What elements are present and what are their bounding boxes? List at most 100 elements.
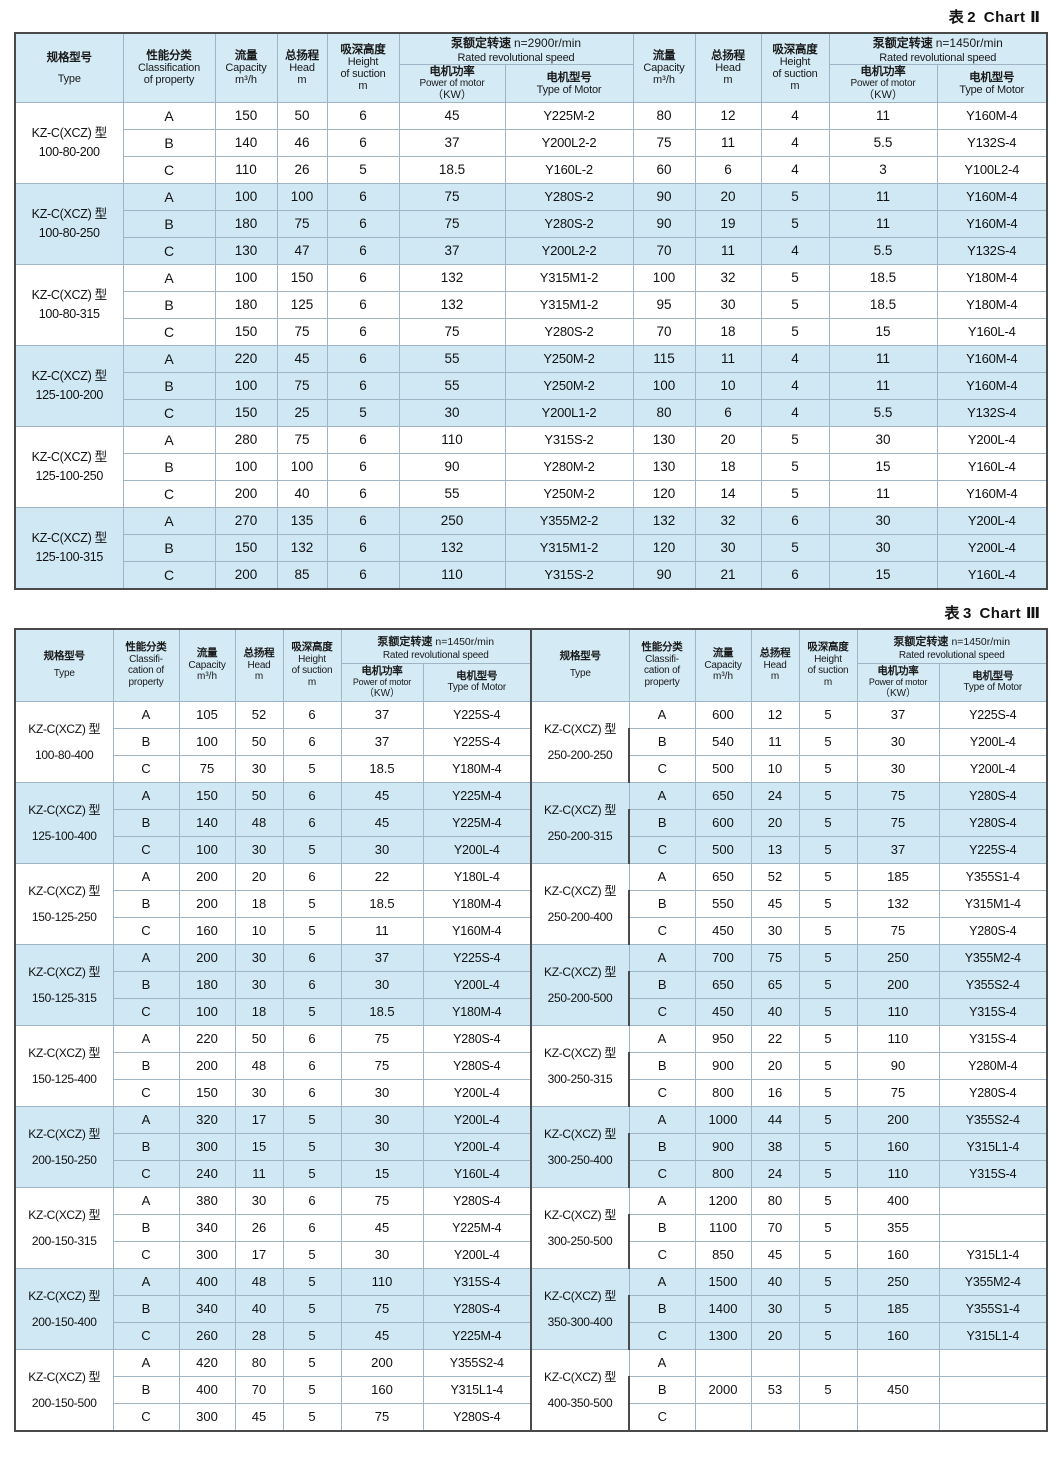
motor-type-cell: Y280S-2 (504, 317, 634, 346)
capacity-cell-1450: 70 (632, 317, 696, 346)
motor-power-cell (856, 1348, 940, 1377)
head-cell: 17 (234, 1240, 284, 1269)
table-row: C 100 18 5 18.5 Y180M-4 C 450 40 5 110 Y315S-4 (15, 997, 1048, 1026)
col3-header-classification-left: 性能分类 Classifi- cation of property (112, 628, 180, 702)
capacity-cell: 500 (694, 754, 752, 783)
motor-power-cell: 250 (856, 943, 940, 972)
suction-height-cell: 6 (282, 727, 342, 756)
motor-power-cell: 18.5 (340, 754, 424, 783)
motor-type-cell: Y280S-4 (422, 1294, 532, 1323)
motor-type-cell: Y355S1-4 (938, 1294, 1048, 1323)
suction-height-cell: 5 (798, 1051, 858, 1080)
capacity-cell: 240 (178, 1159, 236, 1188)
motor-power-cell: 75 (398, 209, 506, 238)
classification-cell: B (628, 1294, 696, 1323)
table-row: C 200 40 6 55 Y250M-2 120 14 5 11 Y160M-4 (15, 479, 1048, 508)
motor-type-cell: Y315S-4 (938, 1159, 1048, 1188)
motor-type-cell-1450: Y160M-4 (936, 479, 1048, 508)
motor-power-cell: 160 (856, 1321, 940, 1350)
motor-power-cell-1450: 30 (828, 533, 938, 562)
head-cell: 75 (276, 209, 328, 238)
classification-cell: A (122, 425, 216, 454)
head-cell-1450: 21 (694, 560, 762, 590)
col-header-suction-left: 吸深高度 Height of suction m (326, 32, 400, 103)
capacity-cell: 300 (178, 1240, 236, 1269)
classification-cell: C (112, 754, 180, 783)
suction-height-cell (798, 1402, 858, 1432)
motor-power-cell: 37 (856, 835, 940, 864)
chart-3-caption-roman: Ⅲ (1025, 604, 1040, 622)
head-cell: 48 (234, 1267, 284, 1296)
head-cell: 24 (750, 1159, 800, 1188)
motor-power-cell: 110 (398, 560, 506, 590)
suction-height-cell: 5 (798, 970, 858, 999)
head-cell: 80 (234, 1348, 284, 1377)
pump-type-model: KZ-C(XCZ) 型 (28, 802, 101, 817)
classification-cell: C (112, 916, 180, 945)
classification-cell: C (112, 997, 180, 1026)
classification-cell: B (628, 727, 696, 756)
classification-cell: C (112, 1240, 180, 1269)
classification-cell: C (112, 835, 180, 864)
capacity-cell: 420 (178, 1348, 236, 1377)
motor-type-cell-1450: Y160M-4 (936, 101, 1048, 130)
suction-height-cell: 5 (282, 754, 342, 783)
head-cell: 46 (276, 128, 328, 157)
pump-type-model: KZ-C(XCZ) 型 (544, 802, 617, 817)
capacity-cell-1450: 90 (632, 209, 696, 238)
suction-height-cell: 5 (282, 1348, 342, 1377)
motor-power-cell: 75 (856, 916, 940, 945)
head-cell: 65 (750, 970, 800, 999)
motor-power-cell: 132 (398, 533, 506, 562)
motor-power-cell-1450: 15 (828, 560, 938, 590)
suction-height-cell-1450: 5 (760, 209, 830, 238)
pump-type-size: 150-125-250 (31, 909, 97, 924)
classification-cell: A (112, 1348, 180, 1377)
pump-type-size: 100-80-400 (35, 747, 94, 762)
suction-height-cell: 6 (282, 862, 342, 891)
col3-header-capacity-right: 流量 Capacity m³/h (694, 628, 752, 702)
capacity-cell: 1200 (694, 1186, 752, 1215)
pump-type-model: KZ-C(XCZ) 型 (31, 531, 107, 546)
pump-type-size: 250-200-315 (547, 828, 613, 843)
suction-height-cell: 5 (798, 1321, 858, 1350)
table-row: KZ-C(XCZ) 型 100-80-315 A 100 150 6 132 Y315M1-2… (14, 263, 1048, 346)
pump-type-size: 150-125-400 (31, 1071, 97, 1086)
suction-height-cell-1450: 5 (760, 290, 830, 319)
head-cell: 50 (234, 727, 284, 756)
motor-type-cell: Y315L1-4 (422, 1375, 532, 1404)
suction-height-cell: 5 (798, 1294, 858, 1323)
motor-type-cell: Y160L-2 (504, 155, 634, 184)
motor-type-cell: Y225M-4 (422, 808, 532, 837)
chart-3-caption-en: Chart (979, 604, 1022, 622)
pump-type-size: 400-350-500 (547, 1395, 613, 1410)
motor-type-cell-1450: Y132S-4 (936, 128, 1048, 157)
motor-type-cell: Y315S-2 (504, 425, 634, 454)
head-cell: 135 (276, 506, 328, 535)
table-row: KZ-C(XCZ) 型 150-125-400 A 220 50 6 75 Y280S-4 KZ… (14, 1024, 1048, 1107)
chart-2-body: KZ-C(XCZ) 型 100-80-200 A 150 50 6 45 Y225M-2 80 1… (14, 101, 1048, 590)
capacity-cell: 100 (214, 452, 278, 481)
col3-header-speed-right: 泵额定转速 n=1450r/min Rated revolutional spee… (856, 628, 1048, 664)
col-header-power-right: 电机功率 Power of motor （KW） (828, 64, 938, 103)
pump-type-size: 100-80-200 (38, 144, 100, 159)
classification-cell: B (112, 808, 180, 837)
chart-3-caption-cn: 表 (944, 603, 960, 622)
pump-type-model: KZ-C(XCZ) 型 (28, 1126, 101, 1141)
motor-type-cell: Y225S-4 (422, 943, 532, 972)
capacity-cell: 400 (178, 1267, 236, 1296)
table-row: B 140 46 6 37 Y200L2-2 75 11 4 5.5 Y132S-4 (15, 128, 1048, 157)
motor-type-cell: Y355M2-4 (938, 1267, 1048, 1296)
motor-power-cell: 110 (856, 997, 940, 1026)
classification-cell: B (122, 128, 216, 157)
motor-power-cell: 160 (856, 1240, 940, 1269)
classification-cell: A (628, 1348, 696, 1377)
col3-header-capacity-left: 流量 Capacity m³/h (178, 628, 236, 702)
table-row: KZ-C(XCZ) 型 125-100-250 A 280 75 6 110 Y315S-2 1… (14, 425, 1048, 508)
head-cell-1450: 30 (694, 290, 762, 319)
col-header-motor-right: 电机型号 Type of Motor (936, 64, 1048, 103)
pump-type-model: KZ-C(XCZ) 型 (544, 721, 617, 736)
pump-type-cell: KZ-C(XCZ) 型 100-80-315 (14, 263, 124, 346)
head-cell-1450: 10 (694, 371, 762, 400)
